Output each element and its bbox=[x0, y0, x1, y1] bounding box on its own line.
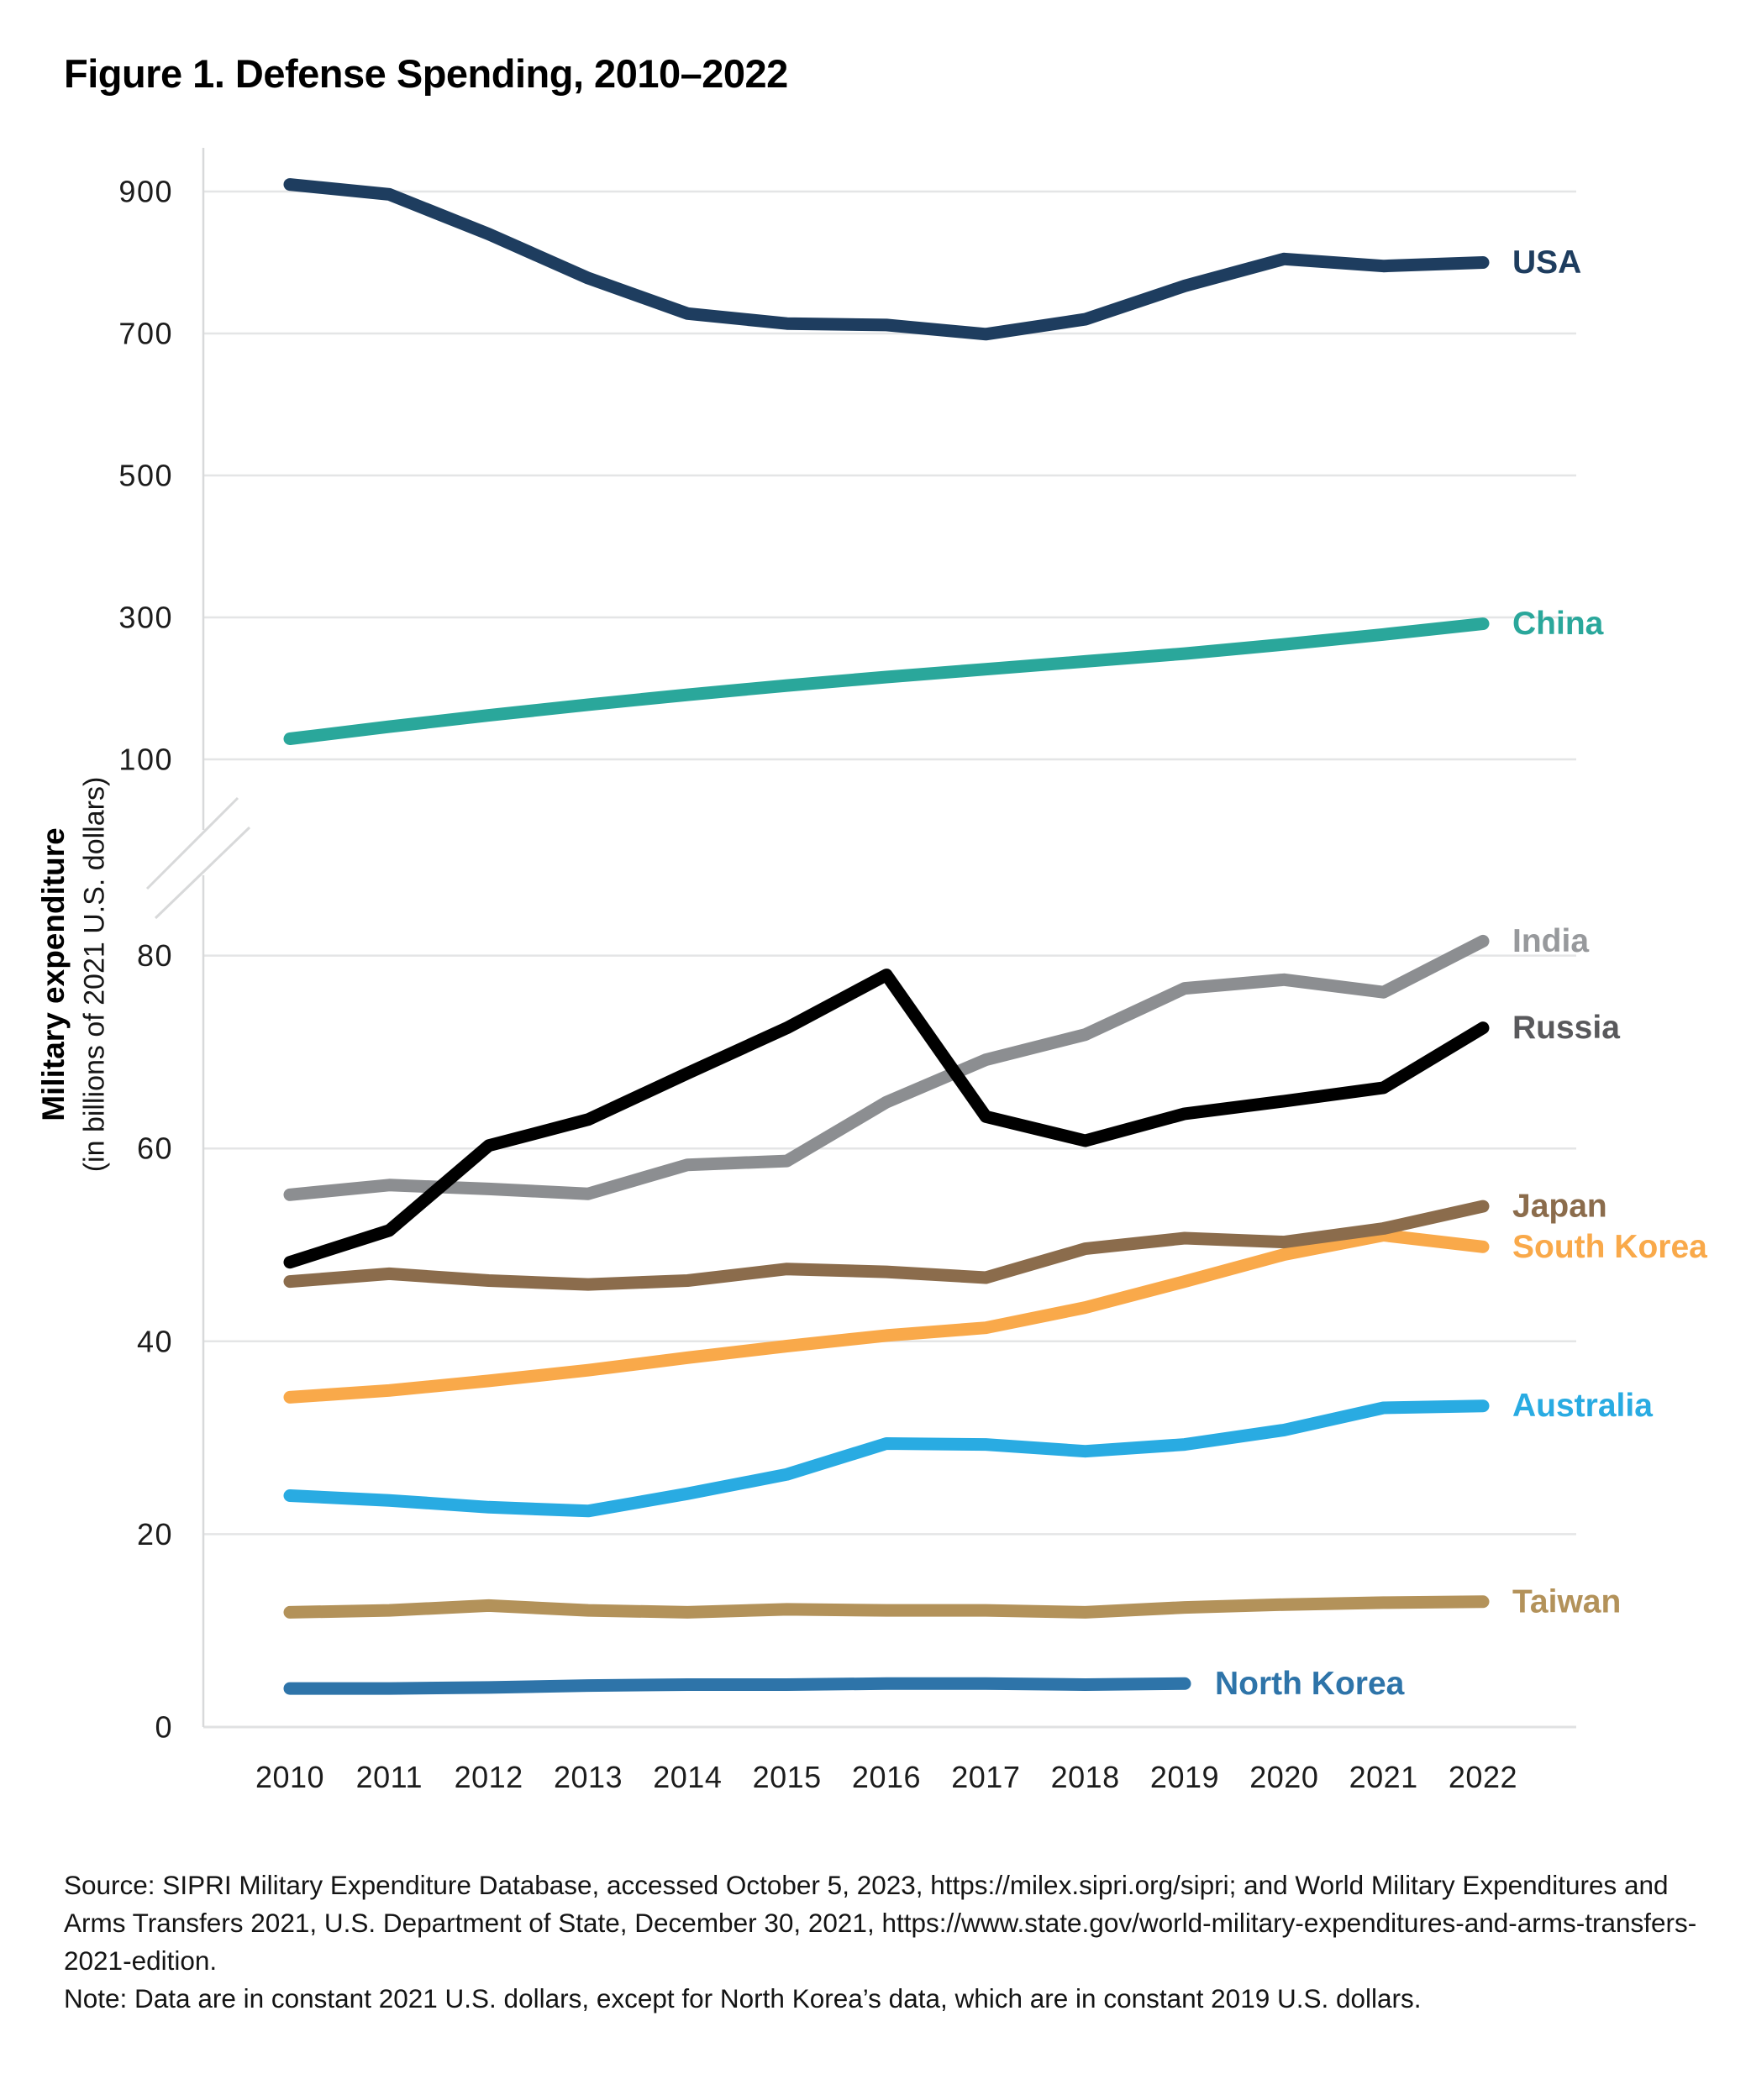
y-tick-label-40: 40 bbox=[137, 1324, 173, 1358]
series-label-north-korea: North Korea bbox=[1215, 1666, 1405, 1702]
x-tick-label-2021: 2021 bbox=[1349, 1760, 1418, 1794]
source-note: Source: SIPRI Military Expenditure Datab… bbox=[64, 1866, 1704, 2018]
series-line-india bbox=[283, 934, 1490, 1201]
x-tick-label-2022: 2022 bbox=[1449, 1760, 1517, 1794]
y-tick-label-300: 300 bbox=[118, 601, 173, 635]
series-label-china: China bbox=[1512, 606, 1604, 642]
series-line-australia bbox=[283, 1399, 1490, 1518]
y-tick-label-100: 100 bbox=[118, 743, 173, 777]
axis-break-icon bbox=[145, 796, 239, 890]
series-label-taiwan: Taiwan bbox=[1512, 1583, 1621, 1620]
x-tick-label-2012: 2012 bbox=[455, 1760, 523, 1794]
x-tick-label-2016: 2016 bbox=[852, 1760, 921, 1794]
y-tick-label-900: 900 bbox=[118, 175, 173, 209]
series-line-japan bbox=[283, 1200, 1490, 1291]
y-tick-label-20: 20 bbox=[137, 1517, 173, 1551]
series-line-usa bbox=[283, 178, 1490, 341]
note-text: Note: Data are in constant 2021 U.S. dol… bbox=[64, 1983, 1422, 2014]
x-tick-label-2015: 2015 bbox=[753, 1760, 822, 1794]
series-line-russia bbox=[283, 969, 1490, 1269]
source-text: Source: SIPRI Military Expenditure Datab… bbox=[64, 1870, 1697, 1977]
chart-title: Figure 1. Defense Spending, 2010–2022 bbox=[64, 51, 788, 96]
series-label-india: India bbox=[1512, 923, 1589, 959]
y-tick-label-700: 700 bbox=[118, 317, 173, 351]
y-tick-label-0: 0 bbox=[155, 1710, 173, 1745]
series-line-taiwan bbox=[283, 1595, 1490, 1619]
y-tick-label-500: 500 bbox=[118, 459, 173, 493]
series-label-usa: USA bbox=[1512, 244, 1581, 281]
axis-break-icon bbox=[154, 826, 251, 920]
y-tick-label-60: 60 bbox=[137, 1131, 173, 1166]
x-tick-label-2010: 2010 bbox=[255, 1760, 324, 1794]
x-tick-label-2011: 2011 bbox=[356, 1760, 423, 1794]
series-label-japan: Japan bbox=[1512, 1189, 1607, 1225]
series-label-south-korea: South Korea bbox=[1512, 1229, 1707, 1265]
series-line-south-korea bbox=[283, 1229, 1490, 1404]
series-line-north-korea bbox=[283, 1677, 1191, 1695]
x-tick-label-2020: 2020 bbox=[1249, 1760, 1318, 1794]
x-tick-label-2019: 2019 bbox=[1150, 1760, 1219, 1794]
series-label-australia: Australia bbox=[1512, 1388, 1653, 1424]
series-label-russia: Russia bbox=[1512, 1010, 1620, 1046]
x-tick-label-2013: 2013 bbox=[554, 1760, 623, 1794]
series-line-china bbox=[283, 617, 1490, 745]
x-tick-label-2017: 2017 bbox=[951, 1760, 1020, 1794]
y-tick-label-80: 80 bbox=[137, 938, 173, 973]
x-tick-label-2018: 2018 bbox=[1051, 1760, 1120, 1794]
x-tick-label-2014: 2014 bbox=[653, 1760, 722, 1794]
